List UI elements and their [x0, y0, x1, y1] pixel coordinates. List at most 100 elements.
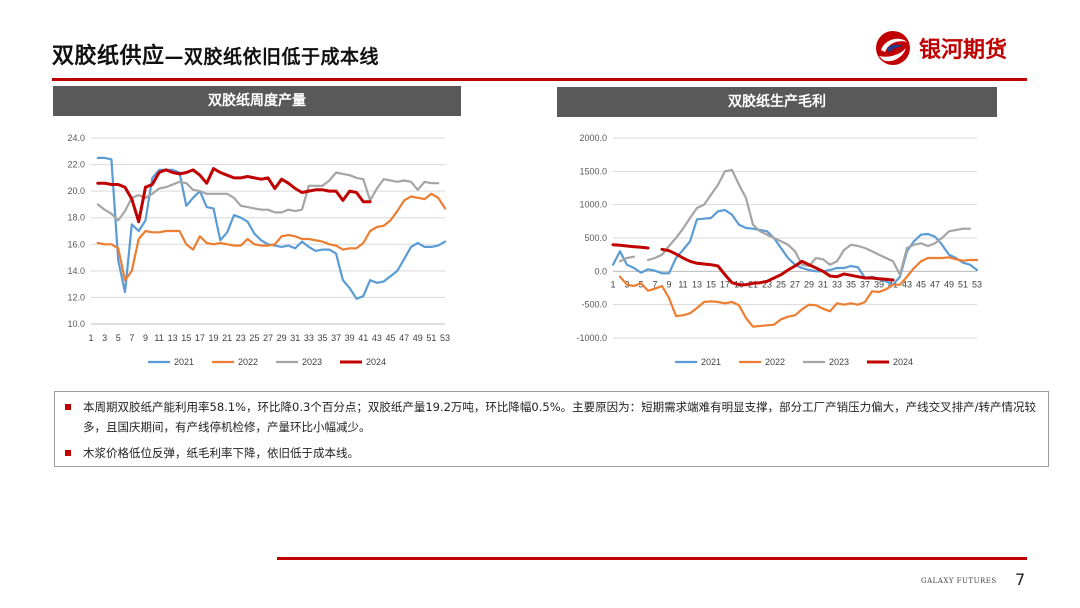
x-tick-label: 33: [832, 279, 842, 289]
page-title: 双胶纸供应—双胶纸依旧低于成本线: [52, 38, 379, 70]
bullet-icon: [65, 450, 71, 456]
x-tick-label: 35: [317, 333, 327, 343]
y-tick-label: 1000.0: [579, 200, 607, 210]
x-tick-label: 37: [860, 279, 870, 289]
y-tick-label: 20.0: [67, 186, 85, 196]
legend-label-2023: 2023: [302, 357, 322, 367]
x-tick-label: 11: [154, 333, 163, 343]
series-line-2022: [96, 192, 447, 282]
x-tick-label: 29: [804, 279, 814, 289]
x-tick-label: 3: [102, 333, 107, 343]
x-tick-label: 7: [652, 279, 657, 289]
commentary-item: 本周期双胶纸产能利用率58.1%，环比降0.3个百分点；双胶纸产量19.2万吨，…: [65, 397, 1040, 437]
x-tick-label: 41: [358, 333, 368, 343]
footer-brand: GALAXY FUTURES: [921, 577, 997, 585]
x-tick-label: 47: [399, 333, 409, 343]
series-line-2022: [618, 256, 979, 328]
x-tick-label: 33: [304, 333, 314, 343]
x-tick-label: 49: [944, 279, 954, 289]
legend-label-2022: 2022: [238, 357, 258, 367]
page-title-sub: —双胶纸依旧低于成本线: [164, 46, 380, 68]
company-logo: 银河期货: [873, 28, 1033, 68]
x-tick-label: 31: [290, 333, 300, 343]
page-number: 7: [1015, 570, 1026, 589]
x-tick-label: 43: [372, 333, 382, 343]
y-tick-label: 0.0: [594, 266, 607, 276]
x-tick-label: 49: [413, 333, 423, 343]
y-tick-label: 24.0: [67, 133, 85, 143]
x-tick-label: 43: [902, 279, 912, 289]
legend-label-2024: 2024: [366, 357, 386, 367]
x-tick-label: 1: [88, 333, 93, 343]
y-tick-label: 2000.0: [579, 133, 607, 143]
x-tick-label: 27: [263, 333, 273, 343]
weekly-output-chart: 10.0 12.0 14.0 16.0 18.0 20.0 22.0 24.0 1 3 5 7 9 11 1…: [55, 118, 460, 380]
y-tick-label: 18.0: [67, 213, 85, 223]
y-tick-label: -500.0: [581, 300, 607, 310]
panel-header-left: 双胶纸周度产量: [53, 86, 461, 116]
panel-header-right: 双胶纸生产毛利: [557, 87, 997, 117]
x-tick-label: 15: [181, 333, 191, 343]
x-tick-label: 25: [776, 279, 786, 289]
series-line-2024: [96, 167, 372, 224]
x-tick-label: 37: [331, 333, 341, 343]
x-tick-label: 13: [692, 279, 702, 289]
y-tick-label: 12.0: [67, 292, 85, 302]
x-tick-label: 53: [972, 279, 982, 289]
x-tick-label: 7: [129, 333, 134, 343]
series-line-2024: [611, 243, 895, 287]
weekly-output-chart-svg: 10.012.014.016.018.020.022.024.01 3 5 7 9 11 1…: [67, 133, 450, 367]
x-tick-label: 53: [440, 333, 450, 343]
gross-profit-chart: -1000.0 -500.0 0.0 500.0 1000.0 1500.0 2000.0 1…: [557, 118, 997, 380]
x-tick-label: 45: [916, 279, 926, 289]
bullet-icon: [65, 404, 71, 410]
footer-divider: [277, 557, 1027, 560]
x-tick-label: 21: [222, 333, 232, 343]
x-tick-label: 45: [386, 333, 396, 343]
x-tick-label: 39: [874, 279, 884, 289]
x-tick-label: 29: [277, 333, 287, 343]
galaxy-logo-icon: [876, 31, 910, 65]
legend-label-2023: 2023: [829, 357, 849, 367]
y-tick-label: 10.0: [67, 319, 85, 329]
x-tick-label: 5: [116, 333, 121, 343]
y-tick-label: 22.0: [67, 160, 85, 170]
page-title-main: 双胶纸供应: [52, 44, 165, 69]
x-tick-label: 27: [790, 279, 800, 289]
x-tick-label: 9: [666, 279, 671, 289]
legend-label-2022: 2022: [765, 357, 785, 367]
x-tick-label: 35: [846, 279, 856, 289]
x-tick-label: 23: [236, 333, 246, 343]
x-tick-label: 47: [930, 279, 940, 289]
x-tick-label: 31: [818, 279, 828, 289]
x-tick-label: 15: [706, 279, 716, 289]
x-tick-label: 51: [958, 279, 968, 289]
x-tick-label: 23: [762, 279, 772, 289]
logo-text: 银河期货: [919, 38, 1008, 63]
y-tick-label: 500.0: [584, 233, 607, 243]
series-line-2023: [96, 171, 440, 222]
commentary-item: 木浆价格低位反弹，纸毛利率下降，依旧低于成本线。: [65, 443, 1040, 463]
series-line-2023: [618, 168, 972, 276]
x-tick-label: 17: [720, 279, 730, 289]
x-tick-label: 13: [168, 333, 178, 343]
legend-label-2024: 2024: [893, 357, 913, 367]
y-tick-label: 14.0: [67, 266, 85, 276]
gross-profit-chart-svg: -1000.0 -500.0 0.0 500.0 1000.0 1500.0 2000.0 1…: [576, 133, 982, 367]
commentary-text: 本周期双胶纸产能利用率58.1%，环比降0.3个百分点；双胶纸产量19.2万吨，…: [83, 400, 1037, 434]
title-divider: [52, 78, 1027, 81]
commentary-box: 本周期双胶纸产能利用率58.1%，环比降0.3个百分点；双胶纸产量19.2万吨，…: [54, 391, 1049, 467]
y-tick-label: 16.0: [67, 239, 85, 249]
x-tick-label: 39: [345, 333, 355, 343]
x-tick-label: 19: [209, 333, 219, 343]
x-tick-label: 25: [249, 333, 259, 343]
x-tick-label: 51: [426, 333, 436, 343]
x-tick-label: 1: [610, 279, 615, 289]
legend-label-2021: 2021: [174, 357, 194, 367]
y-tick-label: 1500.0: [579, 166, 607, 176]
commentary-text: 木浆价格低位反弹，纸毛利率下降，依旧低于成本线。: [83, 446, 359, 460]
y-tick-label: -1000.0: [576, 333, 607, 343]
legend-label-2021: 2021: [701, 357, 721, 367]
x-tick-label: 17: [195, 333, 205, 343]
x-tick-label: 11: [678, 279, 687, 289]
